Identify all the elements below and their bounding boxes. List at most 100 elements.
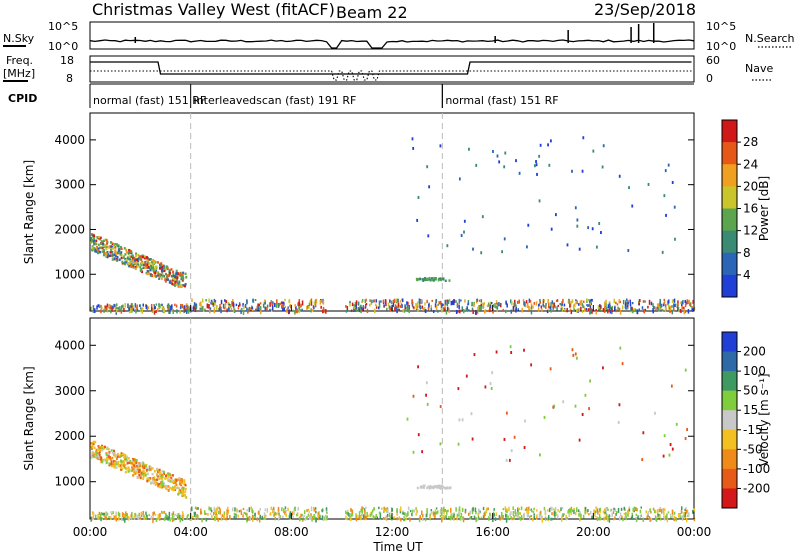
echo-cell [273,513,275,517]
echo-cell [500,303,502,308]
echo-cell [131,466,134,469]
echo-cell [284,511,286,515]
echo-cell [93,237,96,240]
echo-cell [364,509,366,515]
echo-cell [148,258,151,261]
echo-cell [324,515,327,520]
echo-cell [446,486,449,490]
echo-cell [671,180,674,184]
echo-cell [170,478,173,482]
echo-cell [164,485,167,488]
echo-cell [106,309,109,313]
echo-cell [426,402,429,406]
echo-cell [640,506,643,509]
echo-cell [526,513,529,518]
echo-cell [668,453,671,457]
echo-cell [381,507,383,510]
echo-cell [510,516,512,520]
echo-cell [111,247,114,250]
echo-cell [205,299,207,302]
echo-cell [153,304,155,307]
echo-cell [142,470,145,473]
echo-cell [278,515,280,519]
echo-cell [402,510,405,513]
echo-cell [194,515,197,518]
echo-cell [574,352,577,356]
echo-cell [416,486,419,490]
echo-cell [139,265,142,269]
echo-cell [505,411,508,415]
echo-cell [349,513,351,518]
echo-cell [220,516,223,521]
echo-cell [190,506,193,512]
echo-cell [642,431,645,435]
echo-cell [627,511,630,515]
echo-cell [175,269,178,273]
echo-cell [90,456,93,459]
echo-cell [386,307,388,311]
echo-cell [301,308,303,312]
echo-cell [157,484,160,488]
echo-cell [100,240,103,243]
echo-cell [266,508,269,513]
echo-cell [496,309,498,313]
echo-cell [215,507,218,513]
echo-cell [530,363,533,367]
nave-label: Nave [745,62,773,75]
echo-cell [426,511,428,515]
echo-cell [397,302,400,307]
echo-cell [518,171,521,175]
echo-cell [201,518,203,523]
echo-cell [326,511,328,514]
echo-cell [594,512,596,517]
echo-cell [144,263,147,266]
echo-cell [480,251,483,255]
echo-cell [689,303,691,307]
echo-cell [434,303,437,308]
echo-cell [259,305,262,311]
echo-cell [543,415,546,419]
echo-cell [477,306,479,312]
echo-cell [450,513,452,516]
echo-cell [90,236,93,240]
echo-cell [315,517,317,523]
echo-cell [183,479,186,482]
echo-cell [554,506,557,511]
echo-cell [538,154,541,158]
echo-cell [153,476,156,479]
echo-cell [117,452,120,456]
echo-cell [103,458,106,462]
echo-cell [144,261,147,265]
echo-cell [321,515,324,521]
echo-cell [366,308,369,314]
echo-cell [503,237,506,241]
echo-cell [353,304,356,309]
echo-cell [371,511,373,516]
echo-cell [399,300,402,303]
echo-cell [434,485,437,488]
echo-cell [556,299,558,302]
echo-cell [684,304,687,308]
colorbar-swatch [722,230,737,254]
echo-cell [579,517,581,522]
echo-cell [623,512,626,515]
echo-cell [183,483,186,486]
echo-cell [596,517,599,521]
echo-cell [167,516,170,521]
echo-cell [179,491,182,494]
echo-cell [501,516,503,520]
echo-cell [259,508,261,511]
echo-cell [142,466,145,469]
echo-cell [232,308,235,313]
echo-cell [556,514,559,519]
echo-cell [582,300,585,303]
echo-cell [169,480,172,483]
echo-cell [587,509,589,513]
echo-cell [123,247,126,250]
echo-cell [383,506,385,510]
echo-cell [606,517,609,522]
echo-cell [345,305,347,308]
echo-cell [515,304,517,308]
echo-cell [156,261,159,264]
echo-cell [128,258,131,261]
